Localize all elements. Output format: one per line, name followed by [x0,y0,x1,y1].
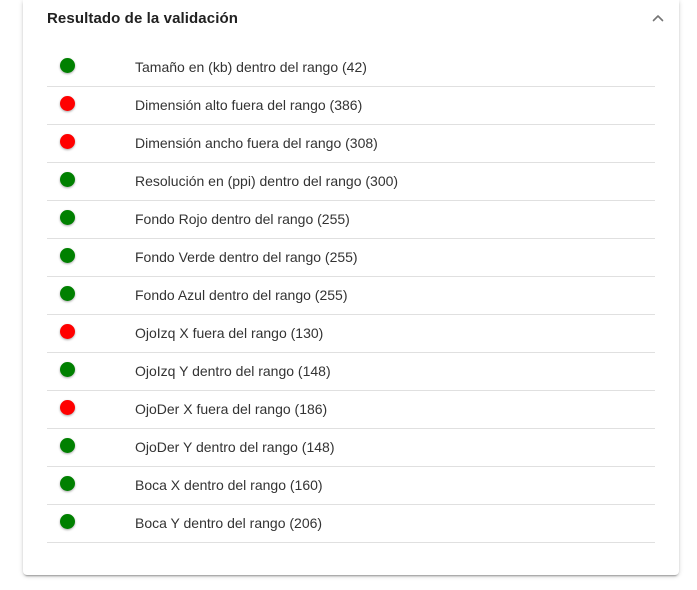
status-fail-icon [60,324,75,339]
list-item-label: Fondo Azul dentro del rango (255) [135,287,348,303]
list-item: Boca Y dentro del rango (206) [47,505,655,543]
list-item-label: OjoDer X fuera del rango (186) [135,401,328,417]
list-item: Boca X dentro del rango (160) [47,467,655,505]
list-item: Dimensión alto fuera del rango (386) [47,87,655,125]
list-item: OjoDer Y dentro del rango (148) [47,429,655,467]
list-item: Dimensión ancho fuera del rango (308) [47,125,655,163]
panel-header[interactable]: Resultado de la validación [47,0,665,36]
list-item-label: OjoIzq X fuera del rango (130) [135,325,324,341]
list-item: Resolución en (ppi) dentro del rango (30… [47,163,655,201]
status-ok-icon [60,58,75,73]
validation-list: Tamaño en (kb) dentro del rango (42) Dime… [47,49,655,543]
chevron-up-icon[interactable] [651,11,665,25]
list-item-label: Dimensión alto fuera del rango (386) [135,97,363,113]
status-fail-icon [60,400,75,415]
list-item-label: OjoIzq Y dentro del rango (148) [135,363,331,379]
list-item-label: OjoDer Y dentro del rango (148) [135,439,335,455]
list-item-label: Boca Y dentro del rango (206) [135,515,323,531]
list-item-label: Tamaño en (kb) dentro del rango (42) [135,59,367,75]
list-item-label: Fondo Rojo dentro del rango (255) [135,211,350,227]
list-item-label: Dimensión ancho fuera del rango (308) [135,135,378,151]
panel-title: Resultado de la validación [47,9,238,27]
list-item-label: Fondo Verde dentro del rango (255) [135,249,358,265]
status-ok-icon [60,476,75,491]
status-ok-icon [60,172,75,187]
list-item: OjoDer X fuera del rango (186) [47,391,655,429]
status-ok-icon [60,210,75,225]
status-ok-icon [60,286,75,301]
list-item: Fondo Rojo dentro del rango (255) [47,201,655,239]
status-fail-icon [60,96,75,111]
list-item: OjoIzq X fuera del rango (130) [47,315,655,353]
status-ok-icon [60,438,75,453]
status-ok-icon [60,514,75,529]
list-item-label: Boca X dentro del rango (160) [135,477,323,493]
list-item: Fondo Verde dentro del rango (255) [47,239,655,277]
status-ok-icon [60,248,75,263]
list-item: OjoIzq Y dentro del rango (148) [47,353,655,391]
status-fail-icon [60,134,75,149]
list-item: Fondo Azul dentro del rango (255) [47,277,655,315]
list-item-label: Resolución en (ppi) dentro del rango (30… [135,173,399,189]
validation-result-panel: Resultado de la validación Tamaño en (kb… [23,0,679,575]
status-ok-icon [60,362,75,377]
list-item: Tamaño en (kb) dentro del rango (42) [47,49,655,87]
